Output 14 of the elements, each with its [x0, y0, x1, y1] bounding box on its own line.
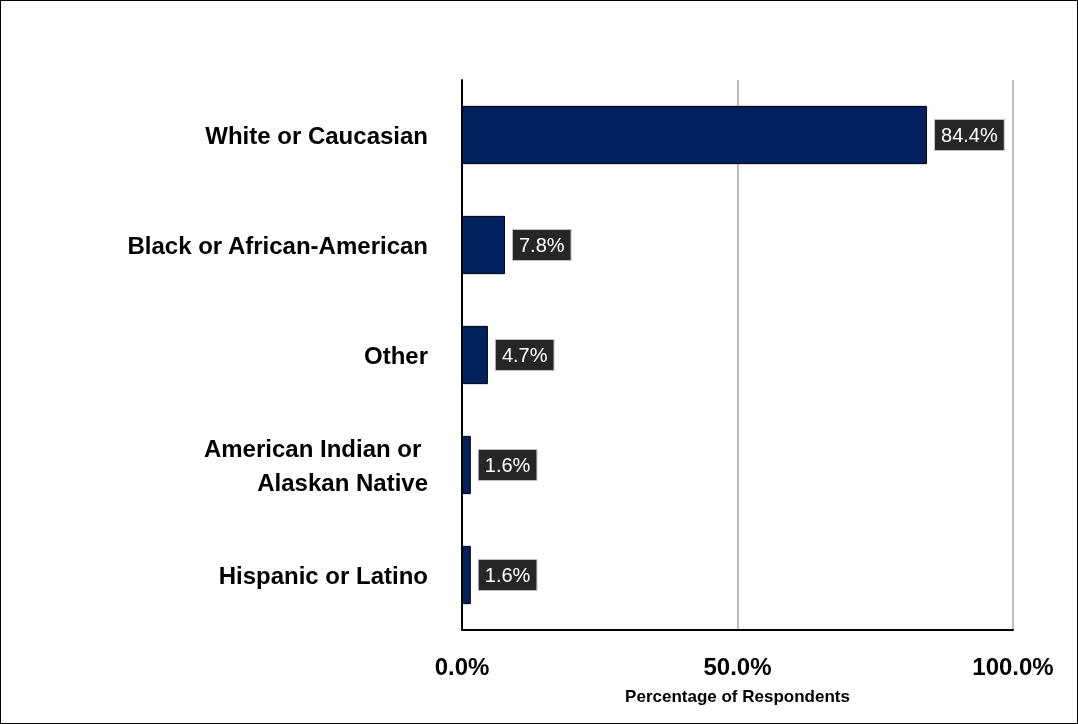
data-label: 7.8%	[518, 234, 565, 256]
y-tick-label: White or Caucasian	[205, 121, 428, 149]
data-label: 84.4%	[941, 124, 998, 146]
data-label: 1.6%	[484, 454, 531, 476]
x-tick-label: 100.0%	[972, 652, 1054, 680]
data-label: 4.7%	[501, 344, 548, 366]
y-tick-label: Black or African-American	[127, 231, 428, 259]
x-tick-label: 50.0%	[703, 652, 772, 680]
data-label: 1.6%	[484, 564, 531, 586]
y-tick-label: American Indian or Alaskan Native	[203, 434, 428, 496]
y-tick-label: Other	[363, 341, 428, 369]
y-tick-label: Hispanic or Latino	[218, 561, 428, 589]
x-tick-label: 0.0%	[434, 652, 490, 680]
x-axis-title: Percentage of Respondents	[625, 687, 850, 706]
